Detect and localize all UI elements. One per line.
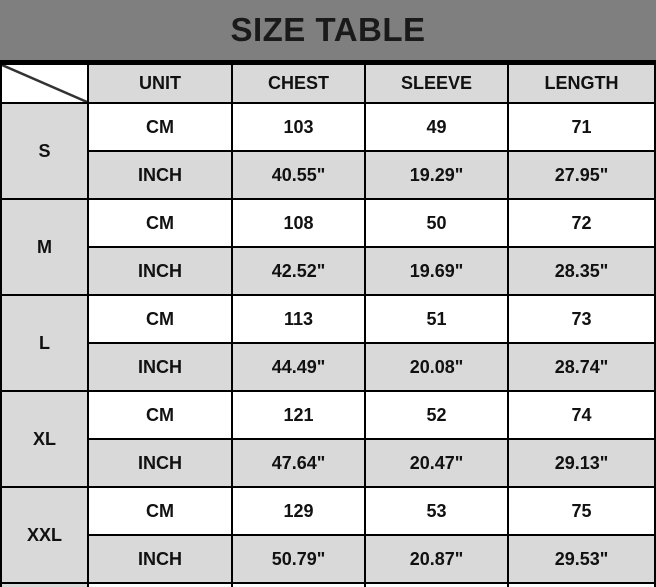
table-row-m-inch: INCH 42.52" 19.69" 28.35" xyxy=(1,246,656,296)
sleeve-value-cell: 51 xyxy=(364,294,509,344)
column-header-sleeve: SLEEVE xyxy=(364,63,509,104)
chest-value-cell: 129 xyxy=(231,486,366,536)
unit-cell: INCH xyxy=(87,534,233,584)
length-value-cell: 74 xyxy=(507,390,656,440)
page-title: SIZE TABLE xyxy=(230,11,426,48)
column-header-chest: CHEST xyxy=(231,63,366,104)
table-row-l-inch: INCH 44.49" 20.08" 28.74" xyxy=(1,342,656,392)
size-label-s: S xyxy=(0,102,89,200)
chest-value-cell: 103 xyxy=(231,102,366,152)
size-table: UNIT CHEST SLEEVE LENGTH S CM 103 49 71 … xyxy=(0,63,656,587)
unit-cell: INCH xyxy=(87,438,233,488)
table-row-xxl-inch: INCH 50.79" 20.87" 29.53" xyxy=(1,534,656,584)
diagonal-corner-cell xyxy=(0,63,89,104)
sleeve-value-cell: 53 xyxy=(364,486,509,536)
diagonal-line-icon xyxy=(2,65,87,102)
chest-value-cell: 108 xyxy=(231,198,366,248)
sleeve-value-cell: 20.87" xyxy=(364,534,509,584)
size-label-l: L xyxy=(0,294,89,392)
table-row-s-cm: S CM 103 49 71 xyxy=(0,102,656,200)
sleeve-value-cell xyxy=(364,582,509,587)
chest-value-cell: 42.52" xyxy=(231,246,366,296)
chest-value-cell: 44.49" xyxy=(231,342,366,392)
sleeve-value-cell: 20.08" xyxy=(364,342,509,392)
unit-cell: INCH xyxy=(87,246,233,296)
unit-cell xyxy=(87,582,233,587)
chest-value-cell xyxy=(231,582,366,587)
table-row-partial xyxy=(0,582,656,587)
size-label-cell xyxy=(0,582,89,587)
length-value-cell: 71 xyxy=(507,102,656,152)
length-value-cell: 27.95" xyxy=(507,150,656,200)
chest-value-cell: 121 xyxy=(231,390,366,440)
length-value-cell: 29.53" xyxy=(507,534,656,584)
chest-value-cell: 40.55" xyxy=(231,150,366,200)
column-header-length: LENGTH xyxy=(507,63,656,104)
table-row-s-inch: INCH 40.55" 19.29" 27.95" xyxy=(1,150,656,200)
title-bar: SIZE TABLE xyxy=(0,0,656,63)
unit-cell: INCH xyxy=(87,342,233,392)
length-value-cell xyxy=(507,582,656,587)
size-label-xl: XL xyxy=(0,390,89,488)
chest-value-cell: 113 xyxy=(231,294,366,344)
size-label-m: M xyxy=(0,198,89,296)
header-row: UNIT CHEST SLEEVE LENGTH xyxy=(0,63,656,104)
sleeve-value-cell: 50 xyxy=(364,198,509,248)
length-value-cell: 72 xyxy=(507,198,656,248)
unit-cell: CM xyxy=(87,294,233,344)
unit-cell: CM xyxy=(87,198,233,248)
unit-cell: CM xyxy=(87,486,233,536)
length-value-cell: 75 xyxy=(507,486,656,536)
table-row-l-cm: L CM 113 51 73 xyxy=(0,294,656,392)
sleeve-value-cell: 49 xyxy=(364,102,509,152)
unit-cell: INCH xyxy=(87,150,233,200)
sleeve-value-cell: 19.69" xyxy=(364,246,509,296)
unit-cell: CM xyxy=(87,390,233,440)
table-row-xl-inch: INCH 47.64" 20.47" 29.13" xyxy=(1,438,656,488)
length-value-cell: 28.74" xyxy=(507,342,656,392)
table-row-m-cm: M CM 108 50 72 xyxy=(0,198,656,296)
length-value-cell: 28.35" xyxy=(507,246,656,296)
table-row-xxl-cm: XXL CM 129 53 75 xyxy=(0,486,656,584)
length-value-cell: 29.13" xyxy=(507,438,656,488)
chest-value-cell: 47.64" xyxy=(231,438,366,488)
chest-value-cell: 50.79" xyxy=(231,534,366,584)
unit-cell: CM xyxy=(87,102,233,152)
sleeve-value-cell: 20.47" xyxy=(364,438,509,488)
sleeve-value-cell: 52 xyxy=(364,390,509,440)
column-header-unit: UNIT xyxy=(87,63,233,104)
length-value-cell: 73 xyxy=(507,294,656,344)
sleeve-value-cell: 19.29" xyxy=(364,150,509,200)
size-label-xxl: XXL xyxy=(0,486,89,584)
table-row-xl-cm: XL CM 121 52 74 xyxy=(0,390,656,488)
